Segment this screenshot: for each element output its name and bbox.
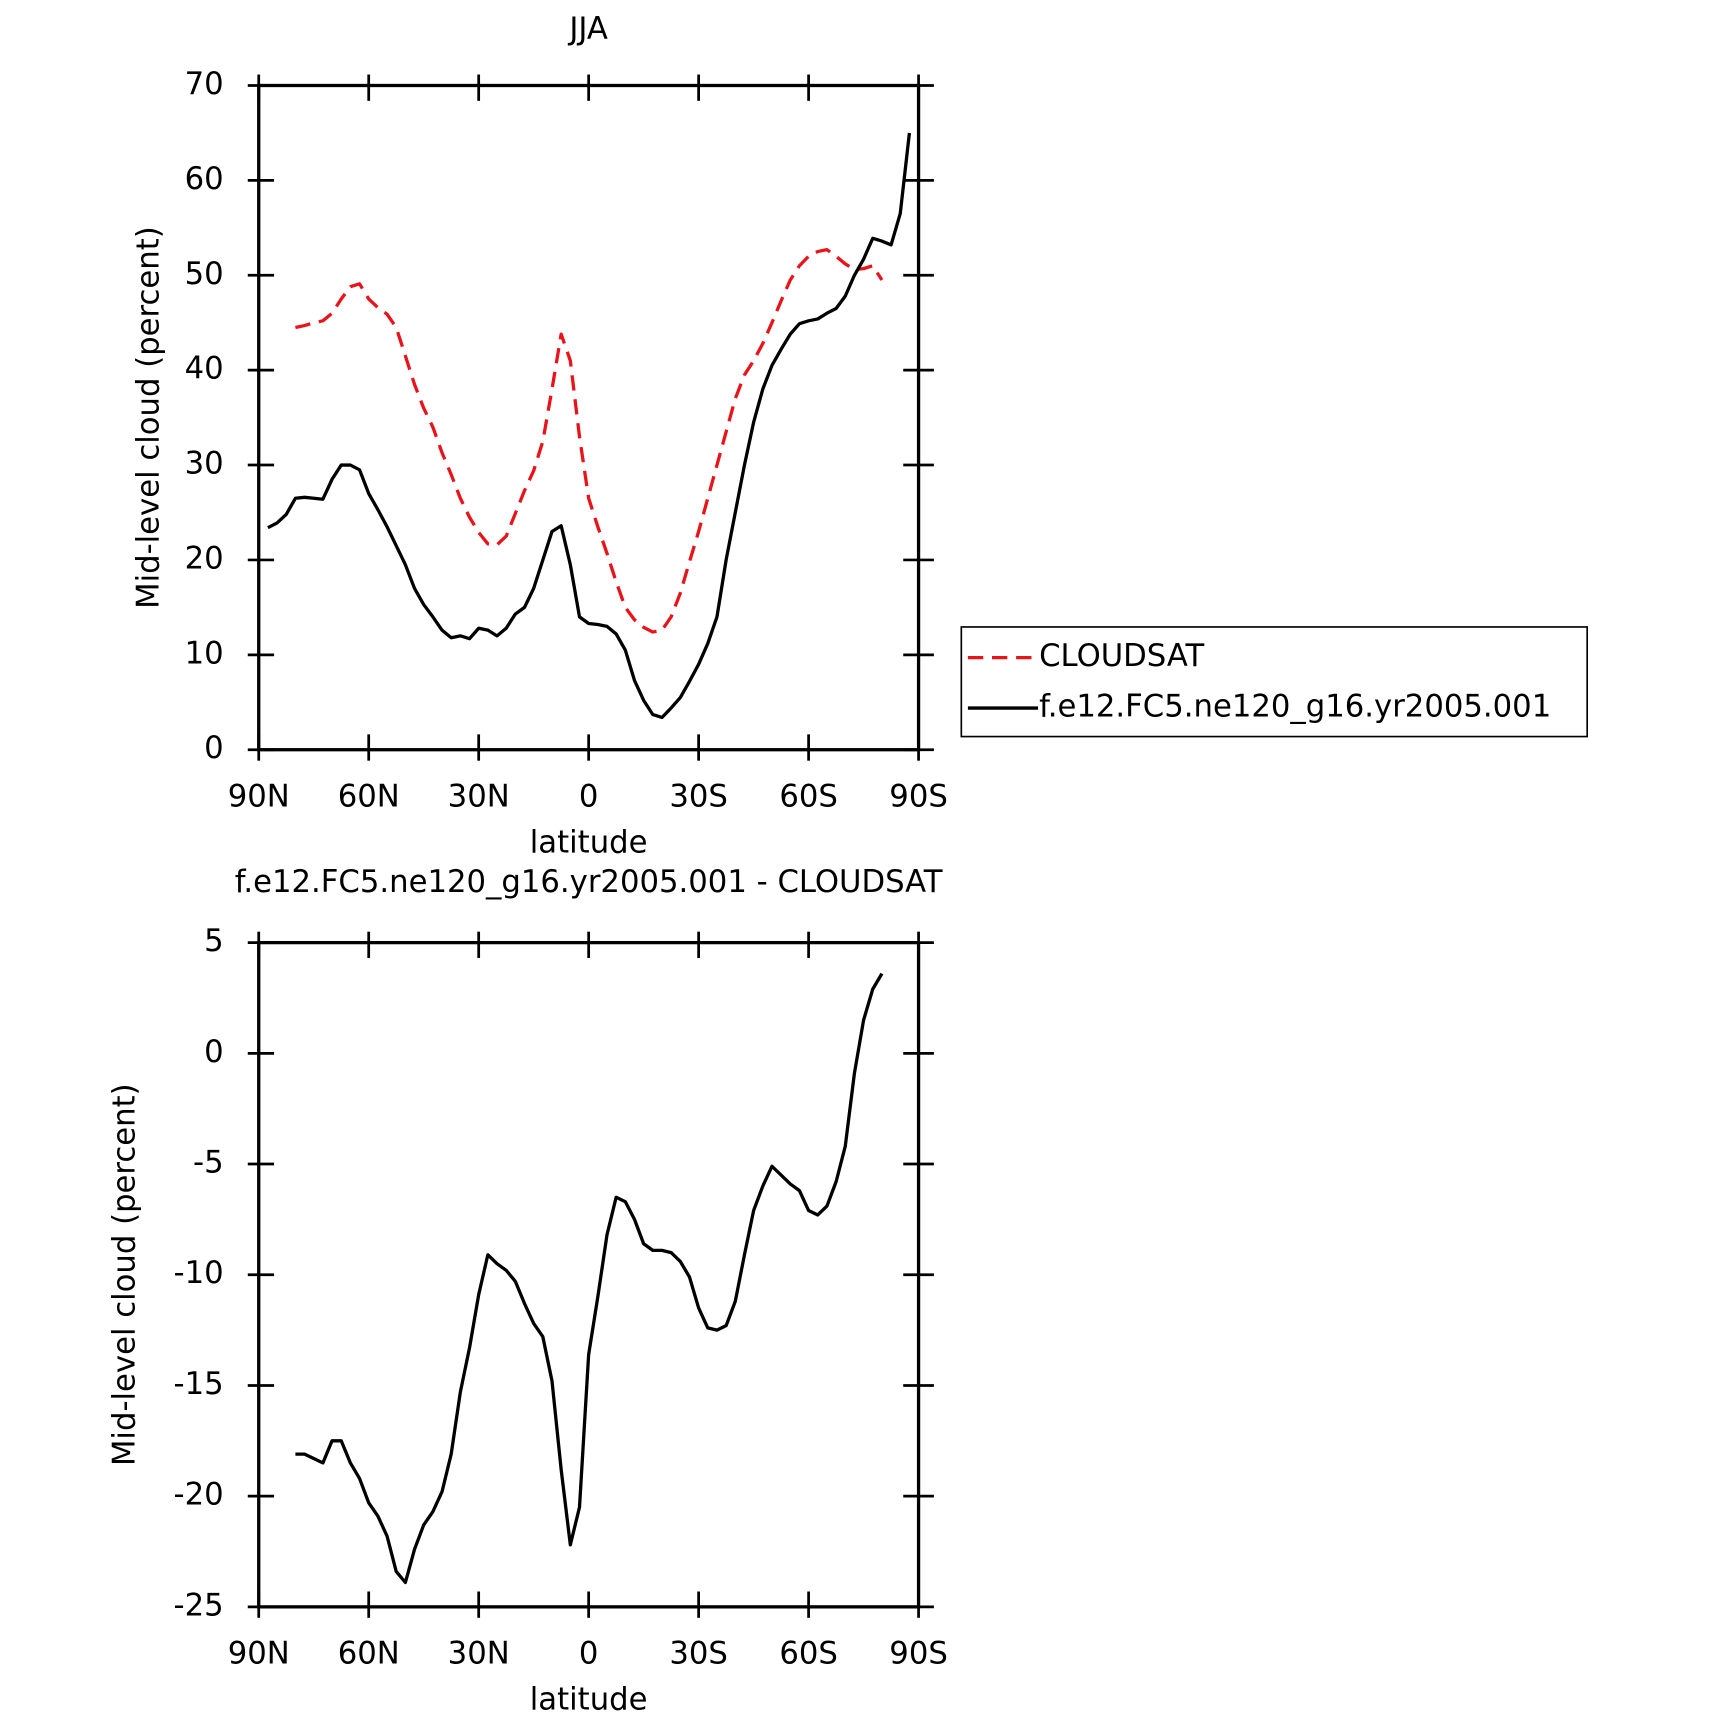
x-axis-label: latitude: [530, 1683, 648, 1718]
y-tick-label: 10: [185, 636, 224, 671]
y-tick-label: 30: [185, 447, 224, 482]
plot-frame: [257, 83, 921, 752]
data-line: [295, 972, 884, 1585]
x-tick-label: 0: [579, 1637, 599, 1672]
x-tick-label: 90N: [228, 779, 290, 814]
x-tick-label: 60N: [338, 1637, 400, 1672]
legend-label: CLOUDSAT: [1039, 639, 1204, 674]
x-tick-label: 90S: [889, 779, 948, 814]
y-axis-label: Mid-level cloud (percent): [108, 1083, 143, 1466]
chart-title: JJA: [567, 12, 608, 47]
y-tick-label: 0: [204, 1035, 224, 1070]
y-tick-label: -5: [193, 1146, 224, 1181]
x-tick-label: 60S: [779, 779, 838, 814]
y-tick-label: 5: [204, 924, 224, 959]
y-tick-label: 40: [185, 352, 224, 387]
y-tick-label: 60: [185, 162, 224, 197]
x-tick-label: 90N: [228, 1637, 290, 1672]
y-tick-label: 20: [185, 541, 224, 576]
y-tick-label: -10: [174, 1256, 224, 1291]
x-tick-label: 30N: [448, 779, 510, 814]
x-axis-label: latitude: [530, 825, 648, 860]
x-tick-label: 90S: [889, 1637, 948, 1672]
y-tick-label: -20: [174, 1478, 224, 1513]
legend-label: f.e12.FC5.ne120_g16.yr2005.001: [1039, 690, 1551, 725]
x-tick-label: 60S: [779, 1637, 838, 1672]
x-tick-label: 30N: [448, 1637, 510, 1672]
y-axis-label: Mid-level cloud (percent): [132, 226, 167, 609]
x-tick-label: 0: [579, 779, 599, 814]
data-line: [267, 132, 912, 720]
legend-box: [960, 626, 1589, 738]
data-line: [295, 248, 884, 634]
plot-frame: [257, 940, 921, 1609]
x-tick-label: 30S: [669, 1637, 728, 1672]
y-tick-label: 50: [185, 257, 224, 292]
y-tick-label: -15: [174, 1367, 224, 1402]
y-tick-label: 70: [185, 67, 224, 102]
x-tick-label: 30S: [669, 779, 728, 814]
y-tick-label: -25: [174, 1588, 224, 1623]
chart-title: f.e12.FC5.ne120_g16.yr2005.001 - CLOUDSA…: [235, 865, 943, 900]
y-tick-label: 0: [204, 731, 224, 766]
x-tick-label: 60N: [338, 779, 400, 814]
